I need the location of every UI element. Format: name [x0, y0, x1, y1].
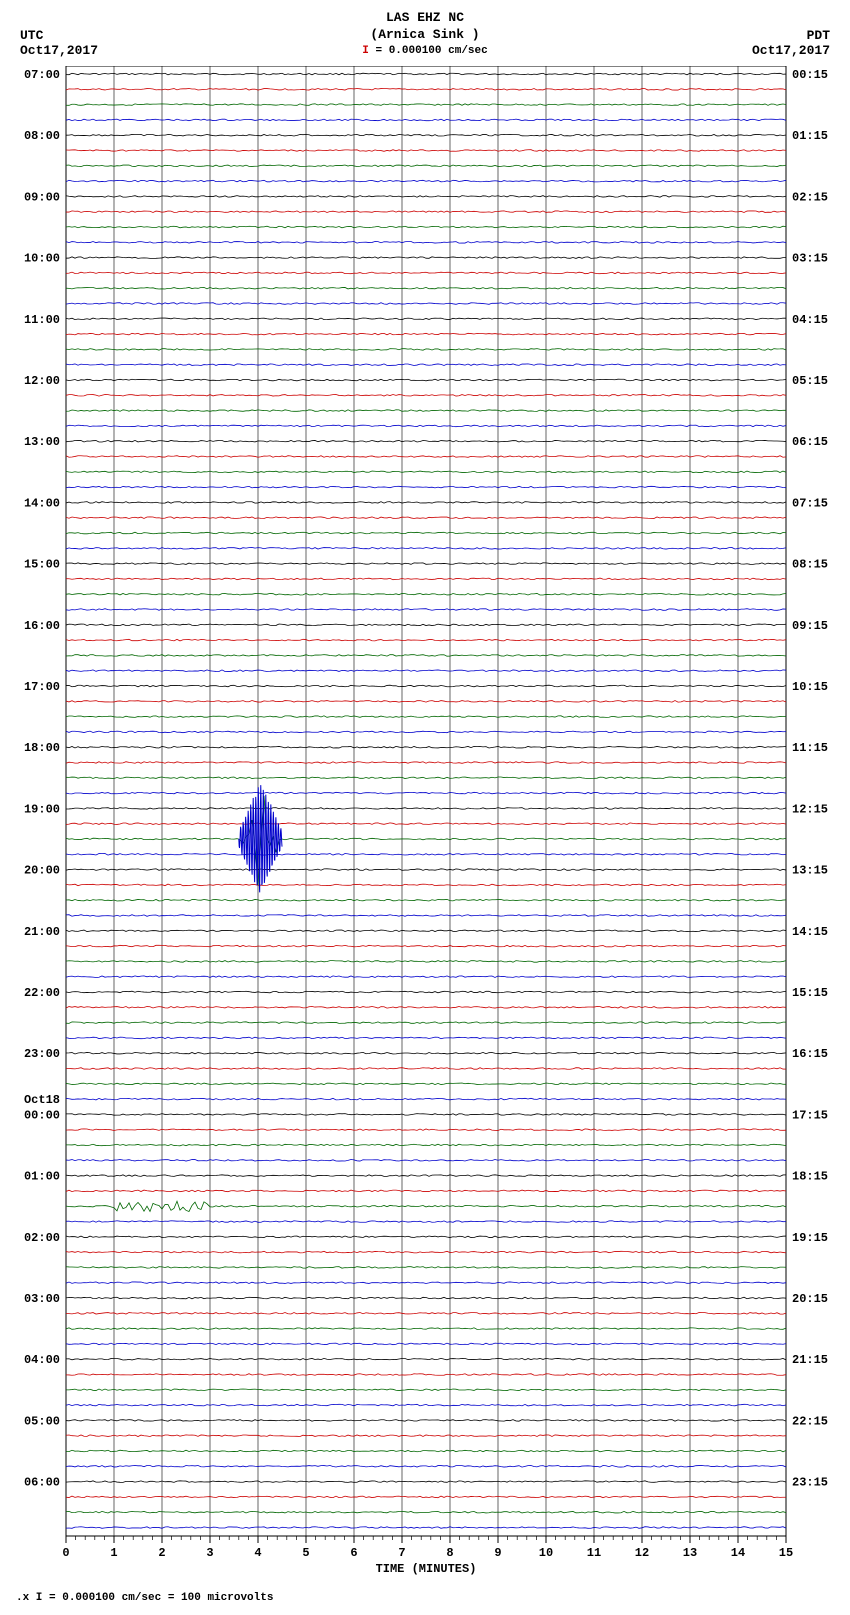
svg-text:02:00: 02:00 — [24, 1231, 60, 1245]
svg-text:19:15: 19:15 — [792, 1231, 828, 1245]
svg-text:TIME (MINUTES): TIME (MINUTES) — [376, 1562, 477, 1576]
svg-text:21:15: 21:15 — [792, 1353, 828, 1367]
header-center: LAS EHZ NC (Arnica Sink ) I = 0.000100 c… — [10, 10, 840, 58]
svg-text:18:15: 18:15 — [792, 1170, 828, 1184]
svg-text:7: 7 — [398, 1546, 405, 1560]
svg-text:0: 0 — [62, 1546, 69, 1560]
svg-text:12:15: 12:15 — [792, 802, 828, 816]
svg-text:1: 1 — [110, 1546, 117, 1560]
svg-text:05:15: 05:15 — [792, 374, 828, 388]
svg-text:10:15: 10:15 — [792, 680, 828, 694]
svg-text:02:15: 02:15 — [792, 190, 828, 204]
footer: .x I = 0.000100 cm/sec = 100 microvolts — [16, 1592, 840, 1604]
svg-text:09:00: 09:00 — [24, 190, 60, 204]
footer-prefix: .x I — [16, 1592, 49, 1604]
svg-text:19:00: 19:00 — [24, 802, 60, 816]
svg-text:23:00: 23:00 — [24, 1047, 60, 1061]
svg-text:11:15: 11:15 — [792, 741, 828, 755]
svg-text:20:00: 20:00 — [24, 864, 60, 878]
svg-text:13:15: 13:15 — [792, 864, 828, 878]
svg-text:17:15: 17:15 — [792, 1108, 828, 1122]
svg-text:12:00: 12:00 — [24, 374, 60, 388]
scale-text: = 0.000100 cm/sec — [376, 45, 488, 57]
svg-text:3: 3 — [206, 1546, 213, 1560]
svg-text:00:00: 00:00 — [24, 1108, 60, 1122]
svg-text:4: 4 — [254, 1546, 261, 1560]
svg-text:14:00: 14:00 — [24, 496, 60, 510]
svg-text:22:15: 22:15 — [792, 1414, 828, 1428]
svg-text:13:00: 13:00 — [24, 435, 60, 449]
svg-text:10: 10 — [539, 1546, 553, 1560]
svg-text:09:15: 09:15 — [792, 619, 828, 633]
svg-text:18:00: 18:00 — [24, 741, 60, 755]
station-location: (Arnica Sink ) — [10, 27, 840, 44]
svg-text:14: 14 — [731, 1546, 745, 1560]
svg-text:17:00: 17:00 — [24, 680, 60, 694]
seismogram-svg: 07:00 08:00 09:00 10:00 11:00 12:00 13:00 14:00… — [10, 66, 840, 1586]
svg-text:5: 5 — [302, 1546, 309, 1560]
svg-text:11: 11 — [587, 1546, 601, 1560]
svg-text:22:00: 22:00 — [24, 986, 60, 1000]
header-left: UTC Oct17,2017 — [20, 28, 98, 58]
svg-text:16:15: 16:15 — [792, 1047, 828, 1061]
svg-text:00:15: 00:15 — [792, 68, 828, 82]
svg-text:06:00: 06:00 — [24, 1476, 60, 1490]
svg-text:03:15: 03:15 — [792, 252, 828, 266]
svg-text:04:00: 04:00 — [24, 1353, 60, 1367]
svg-text:05:00: 05:00 — [24, 1414, 60, 1428]
svg-text:07:15: 07:15 — [792, 496, 828, 510]
svg-text:6: 6 — [350, 1546, 357, 1560]
svg-text:06:15: 06:15 — [792, 435, 828, 449]
svg-text:03:00: 03:00 — [24, 1292, 60, 1306]
header-right: PDT Oct17,2017 — [752, 28, 830, 58]
svg-text:13: 13 — [683, 1546, 697, 1560]
svg-text:08:15: 08:15 — [792, 558, 828, 572]
svg-text:2: 2 — [158, 1546, 165, 1560]
scale-note: I = 0.000100 cm/sec — [10, 44, 840, 58]
scale-symbol: I — [362, 45, 369, 57]
svg-text:07:00: 07:00 — [24, 68, 60, 82]
svg-text:Oct18: Oct18 — [24, 1093, 60, 1107]
svg-text:15: 15 — [779, 1546, 793, 1560]
svg-text:23:15: 23:15 — [792, 1476, 828, 1490]
svg-text:14:15: 14:15 — [792, 925, 828, 939]
svg-text:08:00: 08:00 — [24, 129, 60, 143]
svg-text:01:15: 01:15 — [792, 129, 828, 143]
svg-text:20:15: 20:15 — [792, 1292, 828, 1306]
svg-text:04:15: 04:15 — [792, 313, 828, 327]
right-timezone: PDT — [752, 28, 830, 43]
svg-text:12: 12 — [635, 1546, 649, 1560]
svg-text:16:00: 16:00 — [24, 619, 60, 633]
footer-text: = 0.000100 cm/sec = 100 microvolts — [49, 1592, 273, 1604]
left-timezone: UTC — [20, 28, 98, 43]
svg-text:8: 8 — [446, 1546, 453, 1560]
svg-text:11:00: 11:00 — [24, 313, 60, 327]
svg-text:01:00: 01:00 — [24, 1170, 60, 1184]
svg-text:21:00: 21:00 — [24, 925, 60, 939]
svg-text:15:15: 15:15 — [792, 986, 828, 1000]
svg-text:9: 9 — [494, 1546, 501, 1560]
left-date: Oct17,2017 — [20, 43, 98, 58]
svg-text:10:00: 10:00 — [24, 252, 60, 266]
seismogram-container: UTC Oct17,2017 PDT Oct17,2017 LAS EHZ NC… — [10, 10, 840, 1604]
svg-text:15:00: 15:00 — [24, 558, 60, 572]
right-date: Oct17,2017 — [752, 43, 830, 58]
plot-area: 07:00 08:00 09:00 10:00 11:00 12:00 13:00 14:00… — [10, 66, 840, 1586]
station-code: LAS EHZ NC — [10, 10, 840, 27]
